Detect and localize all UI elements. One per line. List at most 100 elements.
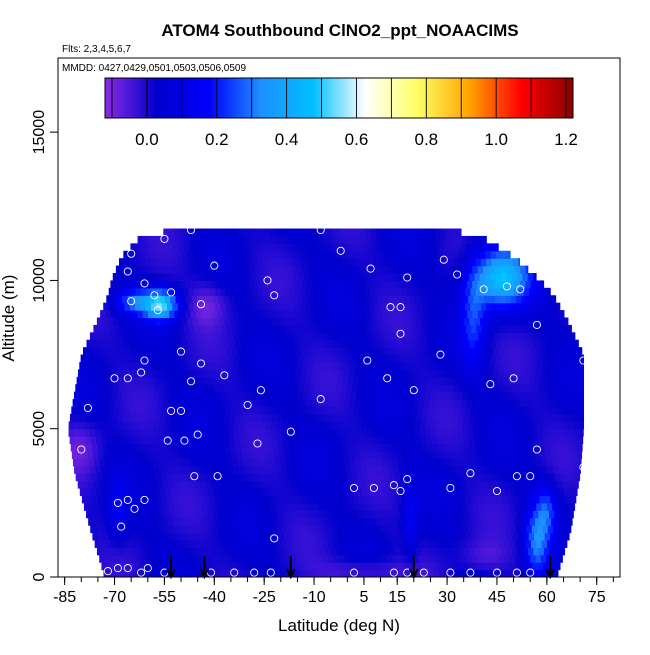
heatmap-cell [430,525,437,534]
heatmap-cell [394,250,401,259]
heatmap-cell [461,369,467,378]
heatmap-cell [282,250,289,259]
heatmap-cell [252,450,259,459]
heatmap-cell [492,324,499,333]
heatmap-cell [562,369,569,378]
heatmap-cell [430,235,437,244]
heatmap-cell [228,235,234,244]
heatmap-cell [233,235,240,244]
colorbar-segment [193,78,197,118]
heatmap-cell [285,517,291,526]
heatmap-cell [276,295,283,304]
heatmap-cell [452,436,459,445]
heatmap-cell [510,391,517,400]
heatmap-cell [448,532,455,541]
heatmap-cell [519,399,526,408]
sample-point [526,568,535,577]
heatmap-cell [88,369,95,378]
heatmap-cell [514,458,521,467]
heatmap-cell [399,354,406,363]
heatmap-cell [141,554,148,563]
heatmap-cell [492,480,499,489]
heatmap-cell [218,413,225,422]
heatmap-cell [192,250,199,259]
heatmap-cell [468,436,475,445]
heatmap-cell [552,539,559,548]
heatmap-cell [520,361,527,370]
heatmap-cell [460,569,466,577]
heatmap-cell [227,502,234,511]
heatmap-cell [400,532,407,541]
heatmap-cell [233,310,240,319]
colorbar-segment [336,78,340,118]
heatmap-cell [269,458,276,467]
heatmap-cell [410,250,417,259]
heatmap-cell [544,339,550,348]
heatmap-cell [145,258,152,267]
heatmap-cell [535,369,542,378]
colorbar-segment [523,78,527,118]
heatmap-cell [572,347,579,356]
heatmap-cell [208,413,215,422]
heatmap-cell [499,310,506,319]
heatmap-cell [300,517,307,526]
heatmap-cell [100,465,107,474]
heatmap-cell [539,569,546,577]
heatmap-cell [309,317,316,326]
heatmap-cell [448,339,455,348]
heatmap-cell [406,287,413,296]
heatmap-cell [83,399,90,408]
colorbar-segment [544,78,548,118]
heatmap-cell [166,547,173,556]
heatmap-cell [300,495,306,504]
heatmap-cell [560,532,567,541]
heatmap-cell [131,554,138,563]
heatmap-cell [460,243,467,252]
heatmap-cell [394,510,401,519]
heatmap-cell [297,332,304,341]
heatmap-cell [419,332,426,341]
heatmap-cell [345,488,352,497]
heatmap-cell [290,554,297,563]
heatmap-cell [141,347,148,356]
heatmap-cell [440,502,447,511]
heatmap-cell [106,295,113,304]
heatmap-cell [570,510,574,519]
heatmap-cell [479,354,486,363]
heatmap-cell [315,317,321,326]
heatmap-cell [531,428,538,437]
heatmap-cell [406,258,413,267]
heatmap-cell [438,569,445,577]
colorbar-segment [278,78,281,118]
heatmap-cell [313,391,320,400]
heatmap-cell [92,376,99,385]
heatmap-cell [124,376,131,385]
colorbar-segment [203,78,207,118]
heatmap-cell [443,532,450,541]
heatmap-cell [161,495,168,504]
heatmap-cell [530,502,537,511]
heatmap-cell [168,458,175,467]
heatmap-cell [110,539,117,548]
heatmap-cell [205,517,212,526]
heatmap-cell [472,502,479,511]
heatmap-cell [161,258,168,267]
heatmap-cell [467,265,473,274]
heatmap-cell [245,317,252,326]
heatmap-cell [552,502,559,511]
heatmap-cell [377,361,384,370]
heatmap-cell [572,480,579,489]
heatmap-cell [227,539,234,548]
heatmap-cell [339,310,346,319]
heatmap-cell [132,310,138,319]
heatmap-cell [90,436,97,445]
heatmap-cell [162,324,169,333]
heatmap-cell [439,554,446,563]
heatmap-cell [388,436,395,445]
sample-point [516,285,525,294]
heatmap-cell [75,473,82,482]
colorbar-segment [205,78,209,118]
heatmap-cell [215,287,222,296]
heatmap-cell [187,547,194,556]
heatmap-cell [248,369,255,378]
